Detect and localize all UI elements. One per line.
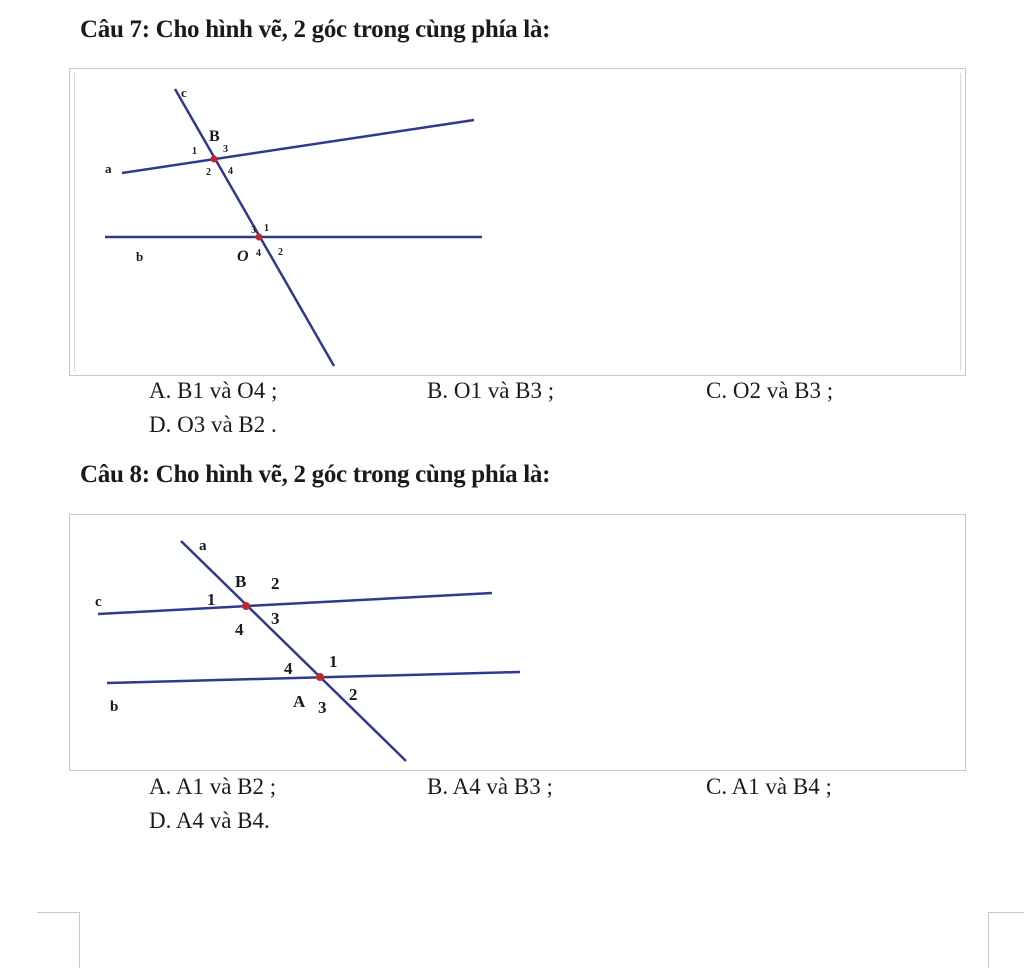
label-angle-B4: 4 <box>228 166 233 177</box>
point-B <box>210 155 218 163</box>
q8-option-b[interactable]: B. A4 và B3 ; <box>427 774 553 799</box>
label-angle-O1: 1 <box>264 223 269 234</box>
label-point-O: O <box>237 248 249 265</box>
q8-option-a[interactable]: A. A1 và B2 ; <box>149 774 277 799</box>
label-angle-A3: 3 <box>318 698 327 717</box>
line-a <box>180 540 407 762</box>
label-angle-B1: 1 <box>192 146 197 157</box>
label-angle-A4: 4 <box>284 659 293 678</box>
label-angle-O3: 3 <box>251 225 256 236</box>
point-B <box>242 602 250 610</box>
page-corner-mark-right <box>988 912 1024 968</box>
label-line-b: b <box>110 699 118 715</box>
q7-option-c[interactable]: C. O2 và B3 ; <box>706 378 834 403</box>
page-corner-mark-left <box>37 912 80 968</box>
label-angle-B2: 2 <box>206 167 211 178</box>
label-line-b: b <box>136 249 143 264</box>
line-c <box>173 88 336 367</box>
label-angle-B3: 3 <box>271 609 280 628</box>
label-point-A: A <box>293 692 306 711</box>
figure-inner-border-right <box>960 73 961 371</box>
label-line-a: a <box>105 161 112 176</box>
line-b <box>106 670 521 685</box>
point-A <box>316 673 324 681</box>
label-line-c: c <box>95 594 102 610</box>
line-c <box>97 591 493 616</box>
label-line-c: c <box>181 85 187 100</box>
label-point-B: B <box>235 572 246 591</box>
label-angle-A2: 2 <box>349 685 358 704</box>
label-line-a: a <box>199 538 207 554</box>
point-O <box>255 233 263 241</box>
label-angle-O4: 4 <box>256 248 261 259</box>
question-7-figure: c a b B O 1 3 2 4 3 1 4 2 <box>69 68 966 376</box>
label-point-B: B <box>209 128 220 145</box>
q7-option-b[interactable]: B. O1 và B3 ; <box>427 378 555 403</box>
q7-option-d[interactable]: D. O3 và B2 . <box>149 412 277 437</box>
figure-inner-border-left <box>74 73 75 371</box>
line-a <box>121 118 475 175</box>
label-angle-A1: 1 <box>329 652 338 671</box>
question-8-title: Câu 8: Cho hình vẽ, 2 góc trong cùng phí… <box>80 461 551 488</box>
label-angle-B2: 2 <box>271 574 280 593</box>
q7-option-a[interactable]: A. B1 và O4 ; <box>149 378 278 403</box>
question-7-title: Câu 7: Cho hình vẽ, 2 góc trong cùng phí… <box>80 16 551 43</box>
label-angle-B4: 4 <box>235 620 244 639</box>
label-angle-O2: 2 <box>278 247 283 258</box>
question-8-figure: a c b B A 2 1 4 3 4 1 3 2 <box>69 514 966 771</box>
question-7-diagram: c a b B O 1 3 2 4 3 1 4 2 <box>105 85 482 367</box>
question-8-diagram: a c b B A 2 1 4 3 4 1 3 2 <box>95 538 521 762</box>
q8-option-d[interactable]: D. A4 và B4. <box>149 808 270 833</box>
q8-option-c[interactable]: C. A1 và B4 ; <box>706 774 832 799</box>
label-angle-B3: 3 <box>223 144 228 155</box>
label-angle-B1: 1 <box>207 590 216 609</box>
